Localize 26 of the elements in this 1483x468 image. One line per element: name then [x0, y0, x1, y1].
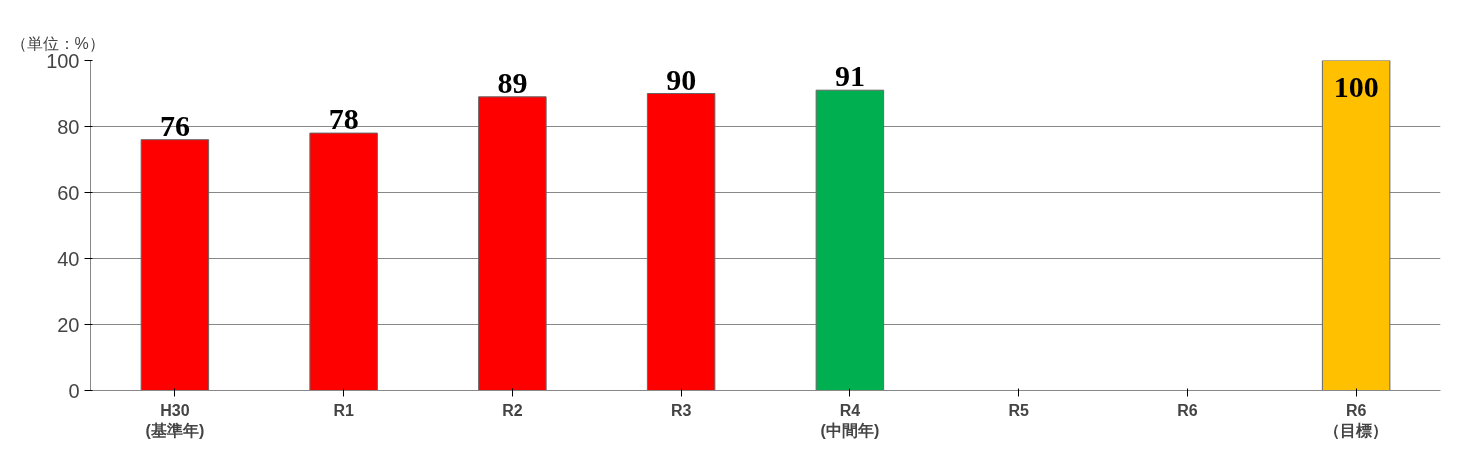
- x-tick-label: H30 (基準年): [145, 401, 205, 439]
- x-tick-label: R6: [1177, 401, 1198, 419]
- x-tick-label: R3: [670, 401, 692, 419]
- bar: [478, 96, 547, 391]
- x-tick-label: R1: [333, 401, 354, 419]
- data-label: 90: [666, 62, 697, 96]
- x-tick-label: R4 (中間年): [820, 401, 880, 439]
- bar: [1321, 60, 1391, 391]
- data-label: 89: [497, 65, 528, 99]
- bar: [140, 139, 210, 391]
- bar: [309, 132, 378, 391]
- data-label: 78: [328, 102, 359, 136]
- y-tick-label: 20: [57, 313, 80, 336]
- y-tick-label: 40: [57, 247, 80, 270]
- y-axis-title: （単位：%）: [10, 34, 105, 52]
- x-tick-label: R5: [1008, 401, 1029, 419]
- data-label: 91: [834, 59, 865, 93]
- bar: [815, 89, 885, 391]
- bar: [646, 93, 716, 391]
- y-tick-label: 0: [68, 379, 80, 402]
- x-tick-label: R6 （目標）: [1324, 401, 1389, 440]
- data-label: 76: [159, 108, 190, 142]
- y-tick-label: 80: [57, 115, 80, 138]
- y-tick-label: 60: [57, 181, 80, 204]
- data-label: 100: [1333, 69, 1379, 103]
- x-tick-label: R2: [502, 401, 523, 419]
